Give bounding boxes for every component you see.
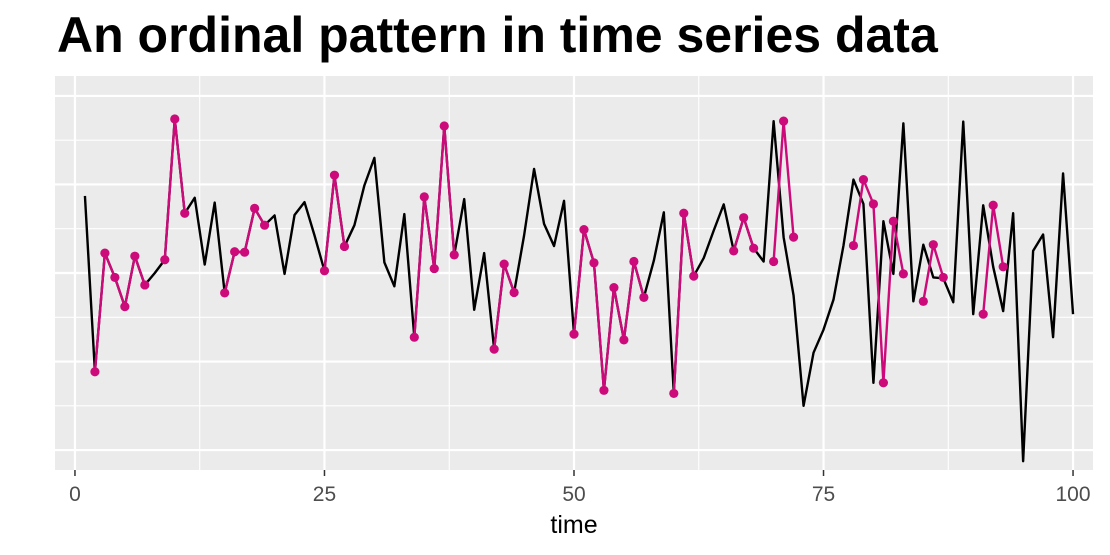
pattern-point — [878, 378, 889, 388]
pattern-point — [788, 232, 799, 242]
pattern-point — [928, 240, 938, 250]
pattern-point — [170, 114, 180, 124]
pattern-point — [90, 367, 100, 377]
pattern-point — [130, 251, 140, 261]
pattern-point — [499, 259, 509, 269]
pattern-point — [439, 121, 449, 131]
pattern-point — [180, 208, 190, 218]
pattern-point — [679, 208, 689, 218]
pattern-point — [489, 344, 499, 354]
x-axis-title: time — [550, 511, 597, 539]
x-axis: 0 25 50 75 100 — [69, 470, 1091, 506]
pattern-point — [579, 225, 589, 235]
pattern-point — [888, 216, 898, 226]
pattern-point — [599, 385, 609, 395]
chart-title: An ordinal pattern in time series data — [57, 7, 938, 63]
pattern-point — [978, 309, 988, 319]
pattern-point — [220, 288, 230, 298]
pattern-point — [419, 192, 429, 202]
pattern-point — [689, 271, 699, 281]
pattern-point — [250, 203, 260, 213]
pattern-point — [120, 302, 130, 312]
pattern-point — [669, 388, 679, 399]
pattern-point — [140, 280, 150, 290]
x-tick-label: 50 — [562, 483, 585, 506]
pattern-point — [619, 335, 629, 345]
pattern-point — [898, 269, 908, 279]
pattern-point — [589, 258, 599, 268]
pattern-point — [230, 247, 240, 257]
pattern-point — [918, 296, 928, 306]
pattern-point — [429, 263, 439, 274]
pattern-point — [240, 247, 250, 257]
pattern-point — [749, 243, 759, 253]
x-tick-label: 25 — [313, 483, 336, 506]
pattern-point — [629, 256, 639, 267]
x-tick-label: 0 — [69, 483, 81, 506]
pattern-point — [988, 200, 998, 210]
pattern-point — [409, 332, 419, 342]
pattern-point — [868, 199, 879, 209]
pattern-point — [769, 256, 779, 267]
pattern-point — [329, 170, 340, 180]
pattern-point — [858, 174, 869, 185]
pattern-point — [998, 262, 1008, 272]
pattern-point — [449, 250, 459, 260]
pattern-point — [938, 272, 948, 283]
pattern-segment-line — [572, 228, 646, 392]
pattern-point — [160, 255, 170, 265]
pattern-point — [259, 220, 270, 230]
pattern-point — [100, 248, 110, 258]
pattern-point — [509, 287, 519, 298]
pattern-point — [569, 329, 579, 339]
pattern-point — [778, 116, 789, 126]
points-layer — [90, 114, 1008, 399]
pattern-point — [319, 266, 330, 276]
pattern-point — [739, 213, 749, 223]
pattern-point — [729, 246, 739, 256]
pattern-point — [110, 272, 120, 283]
pattern-point — [609, 283, 619, 293]
x-tick-label: 75 — [812, 483, 835, 506]
x-tick-label: 100 — [1056, 483, 1091, 506]
pattern-point — [339, 241, 350, 252]
major-gridlines — [55, 76, 1093, 470]
pattern-point — [848, 240, 859, 251]
pattern-segment-line — [93, 251, 146, 372]
pattern-point — [639, 292, 649, 302]
pattern-segment-line — [852, 178, 905, 384]
